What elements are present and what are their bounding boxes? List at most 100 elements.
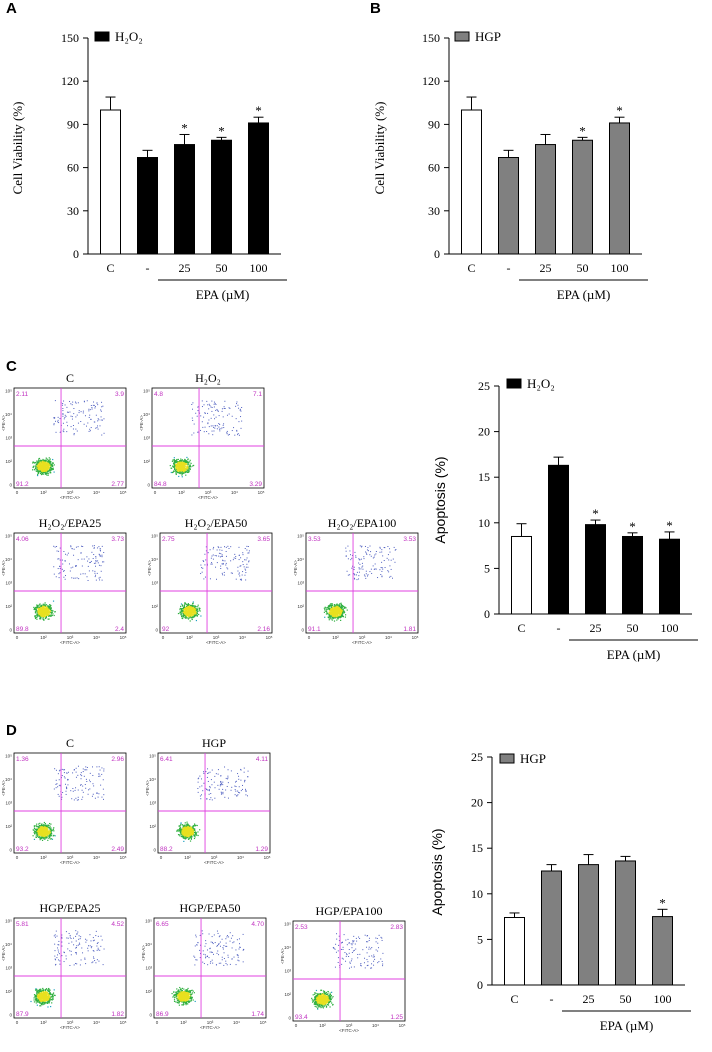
- flow-dot: [180, 470, 182, 473]
- flow-dot: [188, 827, 190, 830]
- flow-dot: [39, 469, 41, 471]
- flow-dot: [73, 554, 75, 556]
- flow-dot: [332, 610, 334, 612]
- flow-dot: [41, 827, 43, 830]
- flow-dot: [222, 791, 224, 793]
- flow-dot: [221, 408, 223, 410]
- flow-dot: [389, 548, 391, 550]
- flow-dot: [185, 469, 187, 471]
- flow-dot: [36, 604, 38, 606]
- flow-dot: [47, 462, 49, 464]
- flow-dot: [205, 559, 207, 561]
- flow-dot: [180, 603, 183, 605]
- flow-dot: [43, 469, 45, 472]
- flow-dot: [186, 612, 189, 614]
- flow-dot: [228, 433, 230, 435]
- flow-dot: [218, 555, 220, 557]
- flow-dot: [44, 469, 46, 472]
- x-tick-label: -: [557, 621, 561, 635]
- flow-dot: [37, 464, 39, 466]
- flow-dot: [184, 458, 186, 461]
- flow-dot: [188, 467, 190, 469]
- flow-dot: [48, 608, 50, 610]
- flow-dot: [34, 465, 36, 467]
- flow-dot: [330, 609, 333, 611]
- flow-dot: [95, 562, 97, 564]
- flow-dot: [38, 468, 40, 470]
- flow-dot: [42, 460, 44, 462]
- x-tick-label: C: [467, 261, 475, 275]
- flow-x-label: <FITC-A>: [60, 495, 80, 500]
- flow-dot: [189, 459, 191, 461]
- flow-dot: [200, 564, 202, 566]
- flow-dot: [208, 426, 210, 428]
- flow-dot: [190, 612, 192, 615]
- flow-dot: [45, 999, 47, 1002]
- flow-dot: [182, 612, 185, 614]
- y-tick-label: 0: [484, 607, 490, 621]
- flow-dot: [224, 546, 226, 548]
- flow-dot: [225, 562, 227, 564]
- flow-dot: [215, 416, 217, 418]
- flow-dot: [184, 835, 186, 837]
- flow-dot: [40, 828, 42, 830]
- flow-dot: [190, 616, 192, 619]
- flow-dot: [59, 547, 61, 549]
- flow-dot: [222, 784, 224, 786]
- quadrant-lower-right: 1.81: [403, 626, 416, 633]
- flow-dot: [238, 546, 240, 548]
- flow-dot: [360, 558, 362, 560]
- flow-dot: [336, 613, 338, 615]
- flow-dot: [195, 613, 198, 615]
- flow-dot: [361, 545, 363, 547]
- flow-dot: [174, 465, 176, 467]
- flow-dot: [173, 460, 176, 462]
- flow-dot: [75, 546, 77, 548]
- flow-dot: [345, 555, 347, 557]
- flow-dot: [245, 790, 247, 792]
- flow-dot: [199, 412, 201, 414]
- flow-dot: [222, 560, 224, 562]
- flow-dot: [184, 607, 186, 609]
- flow-dot: [347, 545, 349, 547]
- flow-dot: [211, 562, 213, 564]
- flow-dot: [379, 569, 381, 571]
- flow-dot: [345, 614, 347, 616]
- flow-dot: [46, 837, 48, 839]
- flow-dot: [223, 427, 225, 429]
- flow-dot: [65, 790, 67, 792]
- flow-dot: [184, 608, 186, 610]
- flow-dot: [71, 798, 73, 800]
- flow-dot: [185, 460, 187, 462]
- flow-dot: [381, 549, 383, 551]
- flow-dot: [97, 420, 99, 422]
- flow-dot: [96, 792, 98, 794]
- flow-dot: [235, 781, 237, 783]
- flow-dot: [182, 614, 185, 616]
- flow-dot: [63, 400, 65, 402]
- flow-dot: [43, 611, 45, 613]
- flow-dot: [87, 422, 89, 424]
- flow-dot: [331, 611, 333, 614]
- flow-y-label: <PE-A>: [139, 415, 144, 431]
- bar-25: [535, 144, 556, 255]
- flow-dot: [56, 550, 58, 552]
- flow-dot: [57, 558, 59, 560]
- flow-dot: [181, 460, 183, 462]
- flow-dot: [62, 410, 64, 412]
- flow-dot: [37, 836, 40, 838]
- flow-dot: [341, 606, 343, 609]
- flow-dot: [186, 466, 188, 468]
- flow-dot: [188, 608, 191, 610]
- flow-dot: [338, 605, 340, 608]
- flow-x-tick: 0: [16, 490, 19, 495]
- flow-dot: [248, 560, 250, 562]
- flow-dot: [186, 467, 188, 469]
- flow-dot: [211, 406, 213, 408]
- flow-dot: [41, 829, 43, 831]
- flow-dot: [36, 825, 38, 828]
- flow-dot: [193, 423, 195, 425]
- flow-dot: [36, 613, 38, 615]
- flow-dot: [198, 609, 201, 611]
- flow-dot: [37, 471, 39, 473]
